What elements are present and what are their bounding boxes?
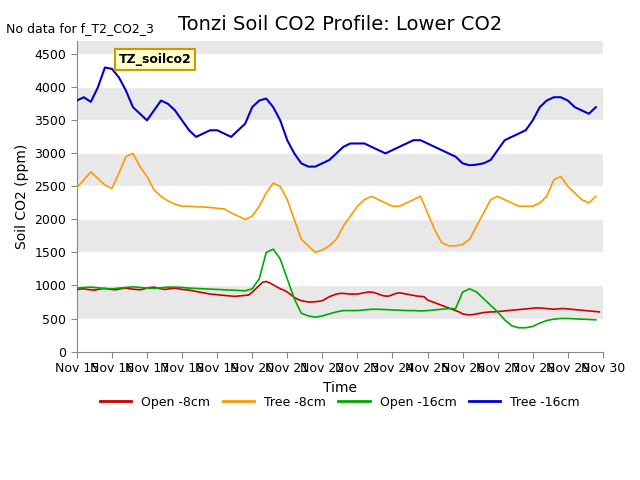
Title: Tonzi Soil CO2 Profile: Lower CO2: Tonzi Soil CO2 Profile: Lower CO2 — [178, 15, 502, 34]
Text: TZ_soilco2: TZ_soilco2 — [119, 53, 191, 66]
Bar — [77, 120, 603, 154]
Bar — [77, 54, 603, 87]
X-axis label: Time: Time — [323, 381, 357, 395]
Bar — [77, 186, 603, 219]
Bar — [77, 252, 603, 286]
Y-axis label: Soil CO2 (ppm): Soil CO2 (ppm) — [15, 144, 29, 249]
Text: No data for f_T2_CO2_3: No data for f_T2_CO2_3 — [6, 22, 154, 35]
Legend: Open -8cm, Tree -8cm, Open -16cm, Tree -16cm: Open -8cm, Tree -8cm, Open -16cm, Tree -… — [95, 391, 585, 414]
Bar — [77, 319, 603, 351]
